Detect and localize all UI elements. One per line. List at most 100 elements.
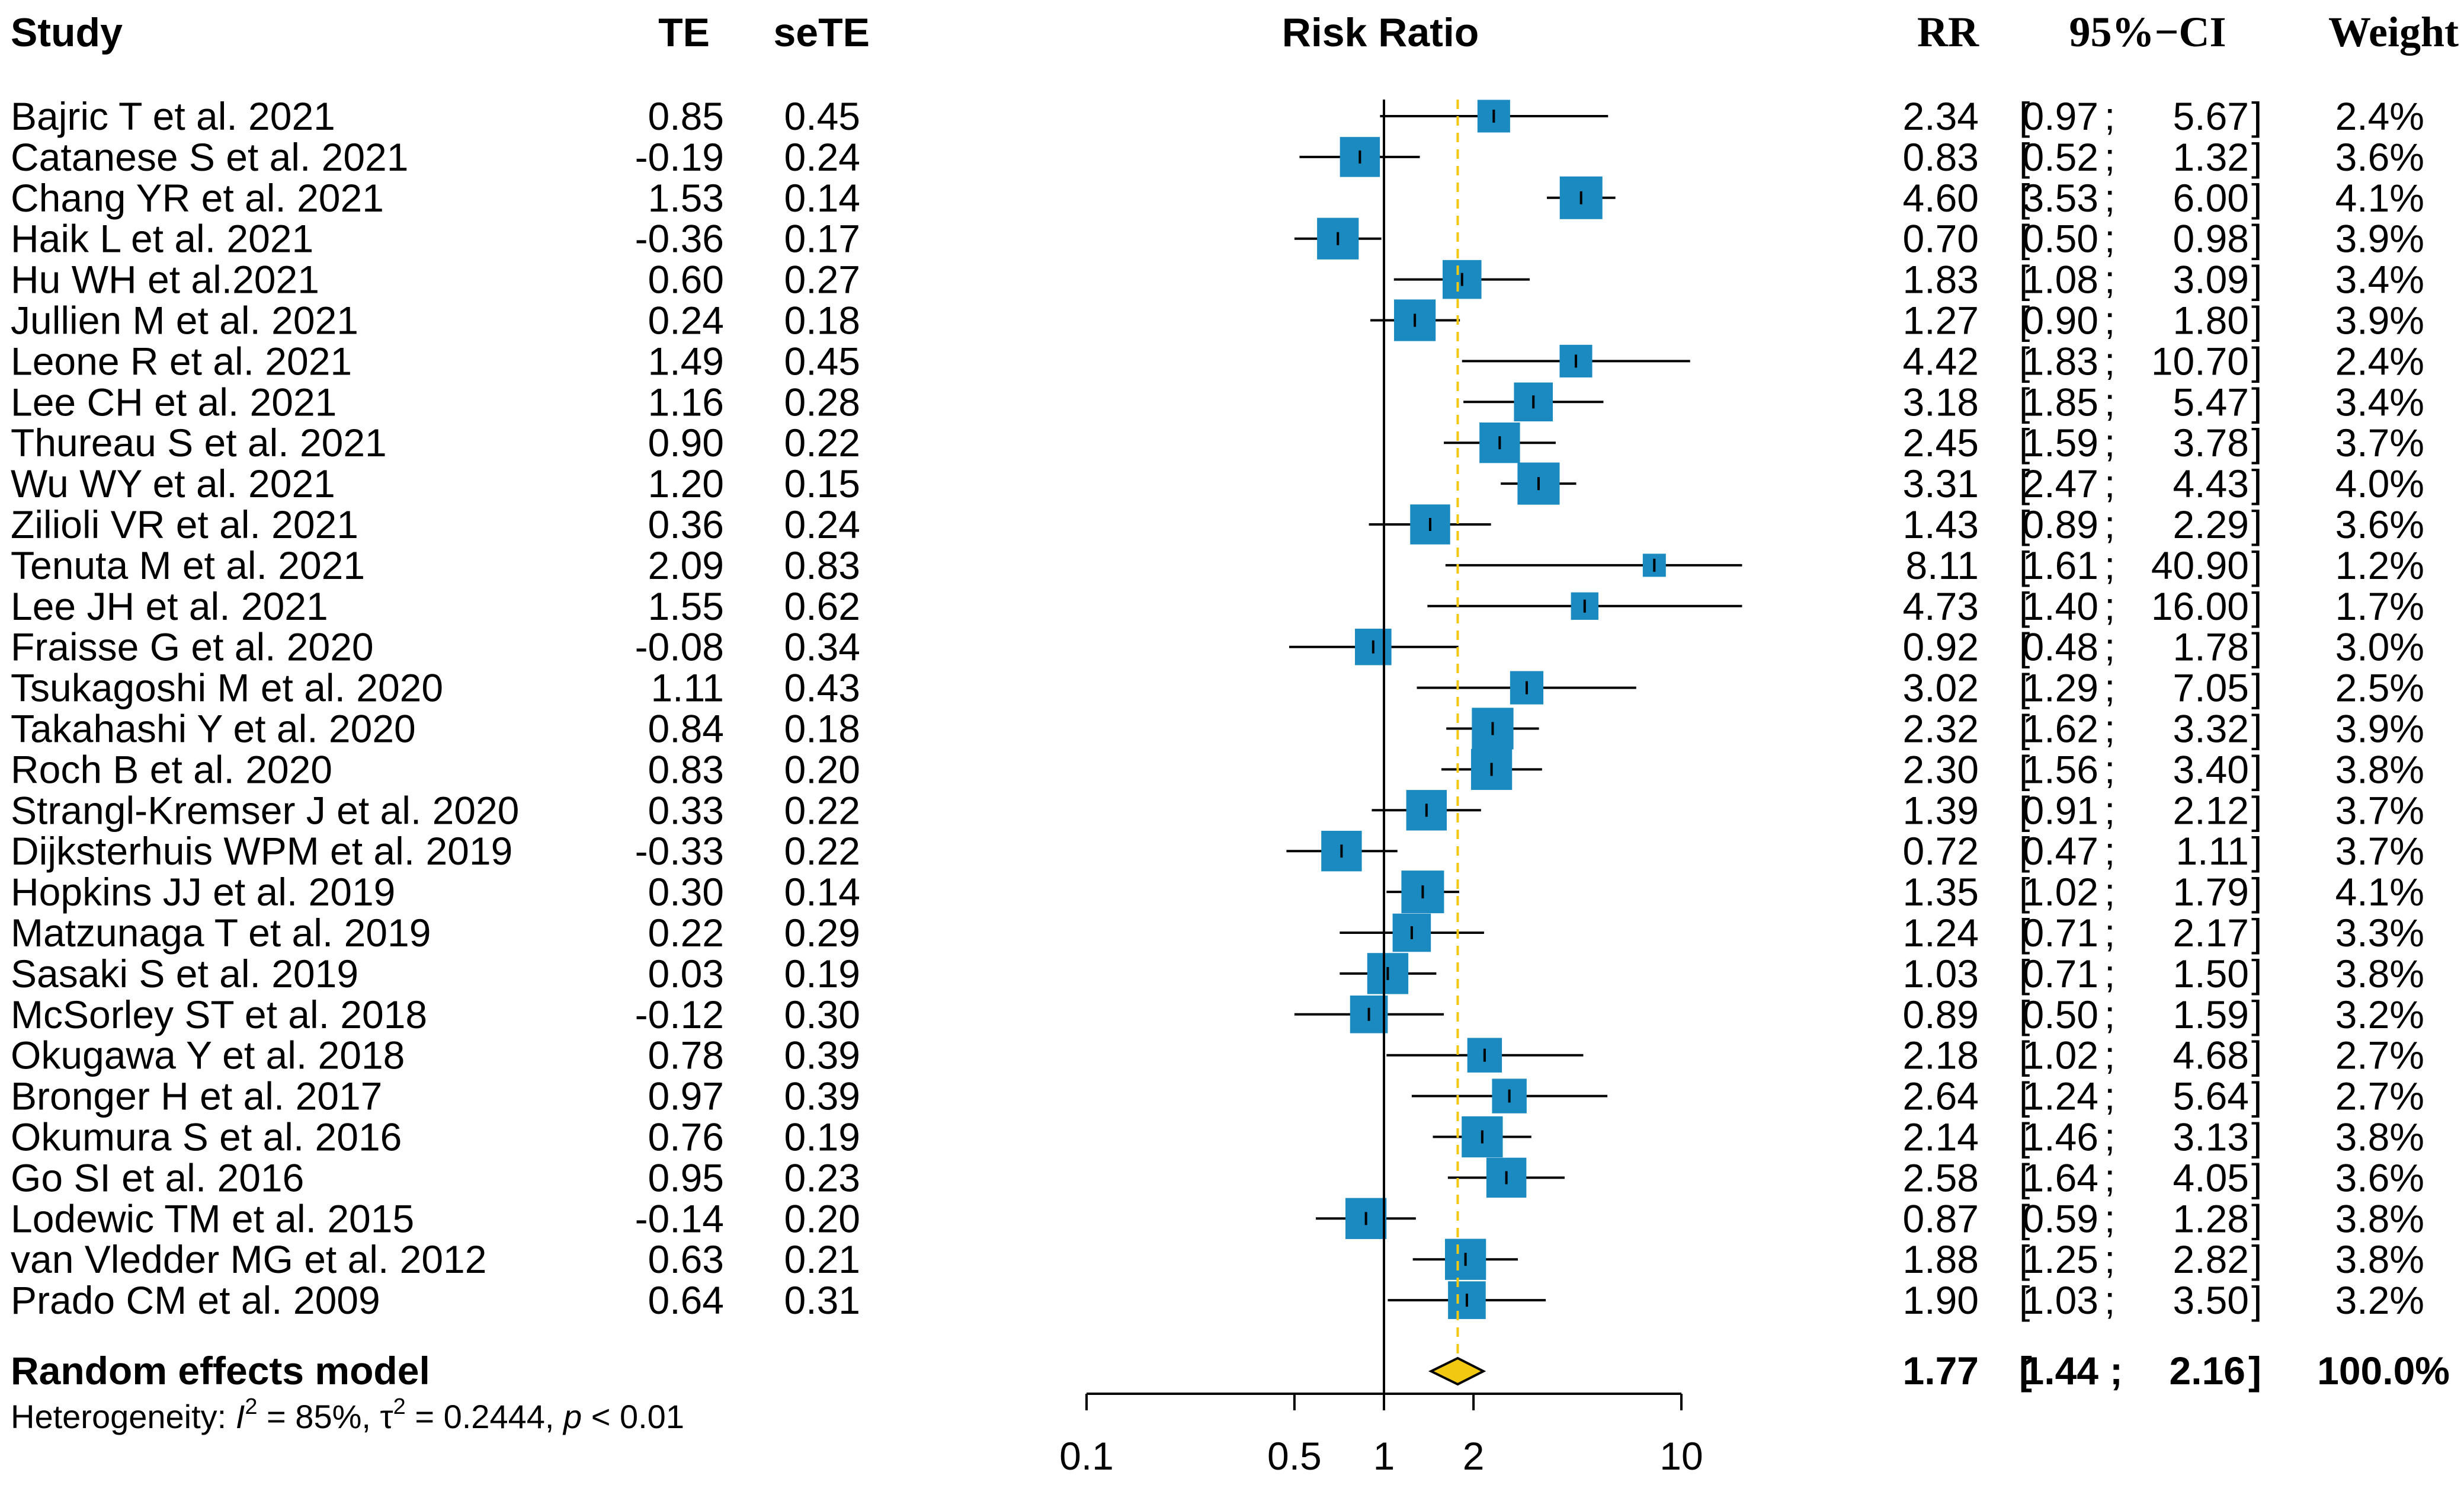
study-ci-upper: 5.64	[2173, 1074, 2249, 1118]
study-row: McSorley ST et al. 2018 -0.12 0.30 0.89 [0.5…	[11, 993, 2424, 1036]
study-row: Chang YR et al. 2021 1.53 0.14 4.60 [3.53; 6.…	[11, 176, 2424, 220]
study-ci-lower: 1.24	[2023, 1074, 2098, 1118]
study-row: Prado CM et al. 2009 0.64 0.31 1.90 [1.03; 3.…	[11, 1278, 2424, 1322]
study-ci-sep: ;	[2104, 911, 2115, 955]
study-weight: 3.0%	[2335, 625, 2424, 669]
study-ci-upper: 2.29	[2173, 503, 2249, 546]
study-rr: 2.34	[1903, 94, 1979, 138]
study-ci-upper: 1.11	[2175, 829, 2249, 873]
study-weight: 2.7%	[2335, 1074, 2424, 1118]
study-ci-open: [	[2019, 1278, 2030, 1322]
study-sete: 0.15	[784, 462, 860, 505]
study-ci-lower: 0.50	[2023, 993, 2098, 1036]
study-ci-open: [	[2019, 584, 2030, 628]
study-sete: 0.45	[784, 94, 860, 138]
study-rr: 3.18	[1903, 380, 1979, 424]
study-sete: 0.22	[784, 788, 860, 832]
study-row: Bronger H et al. 2017 0.97 0.39 2.64 [1.24; 5…	[11, 1074, 2424, 1118]
study-ci-upper: 4.43	[2173, 462, 2249, 505]
study-ci-lower: 1.61	[2023, 543, 2098, 587]
study-ci-sep: ;	[2104, 299, 2115, 343]
study-ci-upper: 3.40	[2173, 747, 2249, 791]
study-ci-close: ]	[2251, 1156, 2262, 1199]
study-te: 0.30	[648, 870, 724, 914]
study-row: Dijksterhuis WPM et al. 2019 -0.33 0.22 0.7…	[11, 829, 2424, 873]
study-rr: 0.70	[1903, 217, 1979, 261]
study-ci-open: [	[2019, 258, 2030, 302]
study-ci-close: ]	[2251, 339, 2262, 383]
study-ci-sep: ;	[2104, 1115, 2115, 1159]
study-ci-close: ]	[2251, 911, 2262, 955]
study-ci-lower: 1.83	[2023, 339, 2098, 383]
study-ci-sep: ;	[2104, 1156, 2115, 1199]
study-ci-sep: ;	[2104, 380, 2115, 424]
study-name: Wu WY et al. 2021	[11, 462, 335, 505]
study-rr: 1.88	[1903, 1237, 1979, 1281]
study-weight: 2.5%	[2335, 666, 2424, 710]
study-sete: 0.45	[784, 339, 860, 383]
study-ci-lower: 1.29	[2023, 666, 2098, 710]
study-ci-open: [	[2019, 503, 2030, 546]
study-row: Lodewic TM et al. 2015 -0.14 0.20 0.87 [0.59…	[11, 1196, 2424, 1240]
study-sete: 0.19	[784, 1115, 860, 1159]
study-te: -0.19	[635, 135, 724, 179]
study-sete: 0.17	[784, 217, 860, 261]
study-rr: 2.45	[1903, 421, 1979, 465]
study-ci-upper: 3.09	[2173, 258, 2249, 302]
study-sete: 0.27	[784, 258, 860, 302]
summary-weight: 100.0%	[2317, 1349, 2450, 1393]
study-te: 1.49	[648, 339, 724, 383]
study-ci-lower: 0.89	[2023, 503, 2098, 546]
study-weight: 3.9%	[2335, 707, 2424, 751]
summary-ci-upper: 2.16	[2170, 1349, 2245, 1393]
study-weight: 4.1%	[2335, 870, 2424, 914]
study-te: 2.09	[648, 543, 724, 587]
study-te: 0.84	[648, 707, 724, 751]
study-ci-upper: 1.78	[2173, 625, 2249, 669]
study-sete: 0.22	[784, 421, 860, 465]
study-row: Strangl-Kremser J et al. 2020 0.33 0.22 1.3…	[11, 788, 2424, 832]
study-row: Lee JH et al. 2021 1.55 0.62 4.73 [1.40; 16.0…	[11, 584, 2424, 628]
study-te: -0.36	[635, 217, 724, 261]
study-row: Okumura S et al. 2016 0.76 0.19 2.14 [1.46; 3…	[11, 1115, 2424, 1159]
study-ci-close: ]	[2251, 380, 2262, 424]
study-ci-lower: 1.03	[2023, 1278, 2098, 1322]
study-ci-sep: ;	[2104, 952, 2115, 996]
study-ci-close: ]	[2251, 135, 2262, 179]
study-ci-lower: 0.59	[2023, 1196, 2098, 1240]
study-name: Haik L et al. 2021	[11, 217, 313, 261]
study-ci-sep: ;	[2104, 217, 2115, 261]
study-ci-sep: ;	[2104, 258, 2115, 302]
study-ci-close: ]	[2251, 952, 2262, 996]
study-ci-open: [	[2019, 747, 2030, 791]
study-name: Fraisse G et al. 2020	[11, 625, 374, 669]
study-ci-sep: ;	[2104, 94, 2115, 138]
study-ci-close: ]	[2251, 94, 2262, 138]
study-ci-lower: 0.48	[2023, 625, 2098, 669]
study-ci-upper: 3.78	[2173, 421, 2249, 465]
study-name: Leone R et al. 2021	[11, 339, 352, 383]
study-sete: 0.62	[784, 584, 860, 628]
study-weight: 3.8%	[2335, 1115, 2424, 1159]
study-ci-close: ]	[2251, 829, 2262, 873]
summary-ci-open: [	[2019, 1349, 2032, 1393]
study-te: 0.22	[648, 911, 724, 955]
study-ci-lower: 1.02	[2023, 1033, 2098, 1077]
study-sete: 0.30	[784, 993, 860, 1036]
study-ci-open: [	[2019, 625, 2030, 669]
study-name: Lodewic TM et al. 2015	[11, 1196, 414, 1240]
study-ci-sep: ;	[2104, 543, 2115, 587]
study-row: Fraisse G et al. 2020 -0.08 0.34 0.92 [0.48;…	[11, 625, 2424, 669]
study-te: -0.12	[635, 993, 724, 1036]
study-ci-lower: 1.62	[2023, 707, 2098, 751]
study-ci-lower: 0.50	[2023, 217, 2098, 261]
het-tau-value: = 0.2444,	[406, 1398, 563, 1435]
study-ci-open: [	[2019, 1033, 2030, 1077]
header-rr: RR	[1917, 8, 1979, 56]
study-weight: 3.4%	[2335, 380, 2424, 424]
study-sete: 0.14	[784, 176, 860, 220]
study-rr: 4.42	[1903, 339, 1979, 383]
study-rr: 1.83	[1903, 258, 1979, 302]
study-ci-close: ]	[2251, 299, 2262, 343]
study-te: 1.20	[648, 462, 724, 505]
